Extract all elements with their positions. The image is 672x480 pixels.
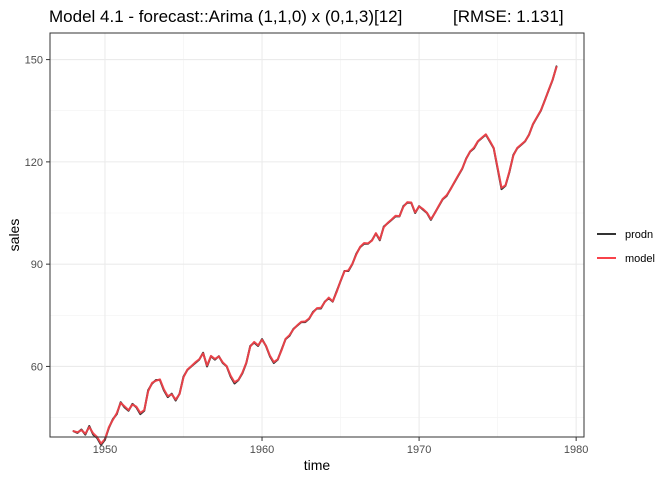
y-tick-label: 120 bbox=[25, 157, 43, 169]
y-tick-label: 60 bbox=[31, 361, 43, 373]
plot-panel-border bbox=[49, 32, 585, 438]
legend: prodn model bbox=[597, 229, 655, 265]
x-tick-label: 1950 bbox=[93, 444, 117, 456]
plot-panel bbox=[50, 33, 584, 437]
legend-label-prodn: prodn bbox=[625, 229, 653, 241]
y-axis-title: sales bbox=[6, 219, 22, 252]
legend-label-model: model bbox=[625, 253, 655, 265]
y-tick-label: 150 bbox=[25, 55, 43, 67]
major-gridlines bbox=[50, 33, 584, 437]
x-tick-label: 1980 bbox=[564, 444, 588, 456]
chart-subtitle: [RMSE: 1.131] bbox=[453, 7, 564, 26]
chart-title: Model 4.1 - forecast::Arima (1,1,0) x (0… bbox=[49, 7, 402, 26]
x-axis-title: time bbox=[304, 457, 331, 473]
x-tick-label: 1960 bbox=[250, 444, 274, 456]
y-axis: 60 90 120 150 bbox=[25, 55, 50, 373]
series-layer bbox=[72, 65, 558, 446]
x-tick-label: 1970 bbox=[407, 444, 431, 456]
series-line-model bbox=[72, 66, 558, 445]
x-axis: 1950 1960 1970 1980 bbox=[93, 437, 588, 456]
y-tick-label: 90 bbox=[31, 259, 43, 271]
minor-gridlines bbox=[50, 33, 584, 437]
